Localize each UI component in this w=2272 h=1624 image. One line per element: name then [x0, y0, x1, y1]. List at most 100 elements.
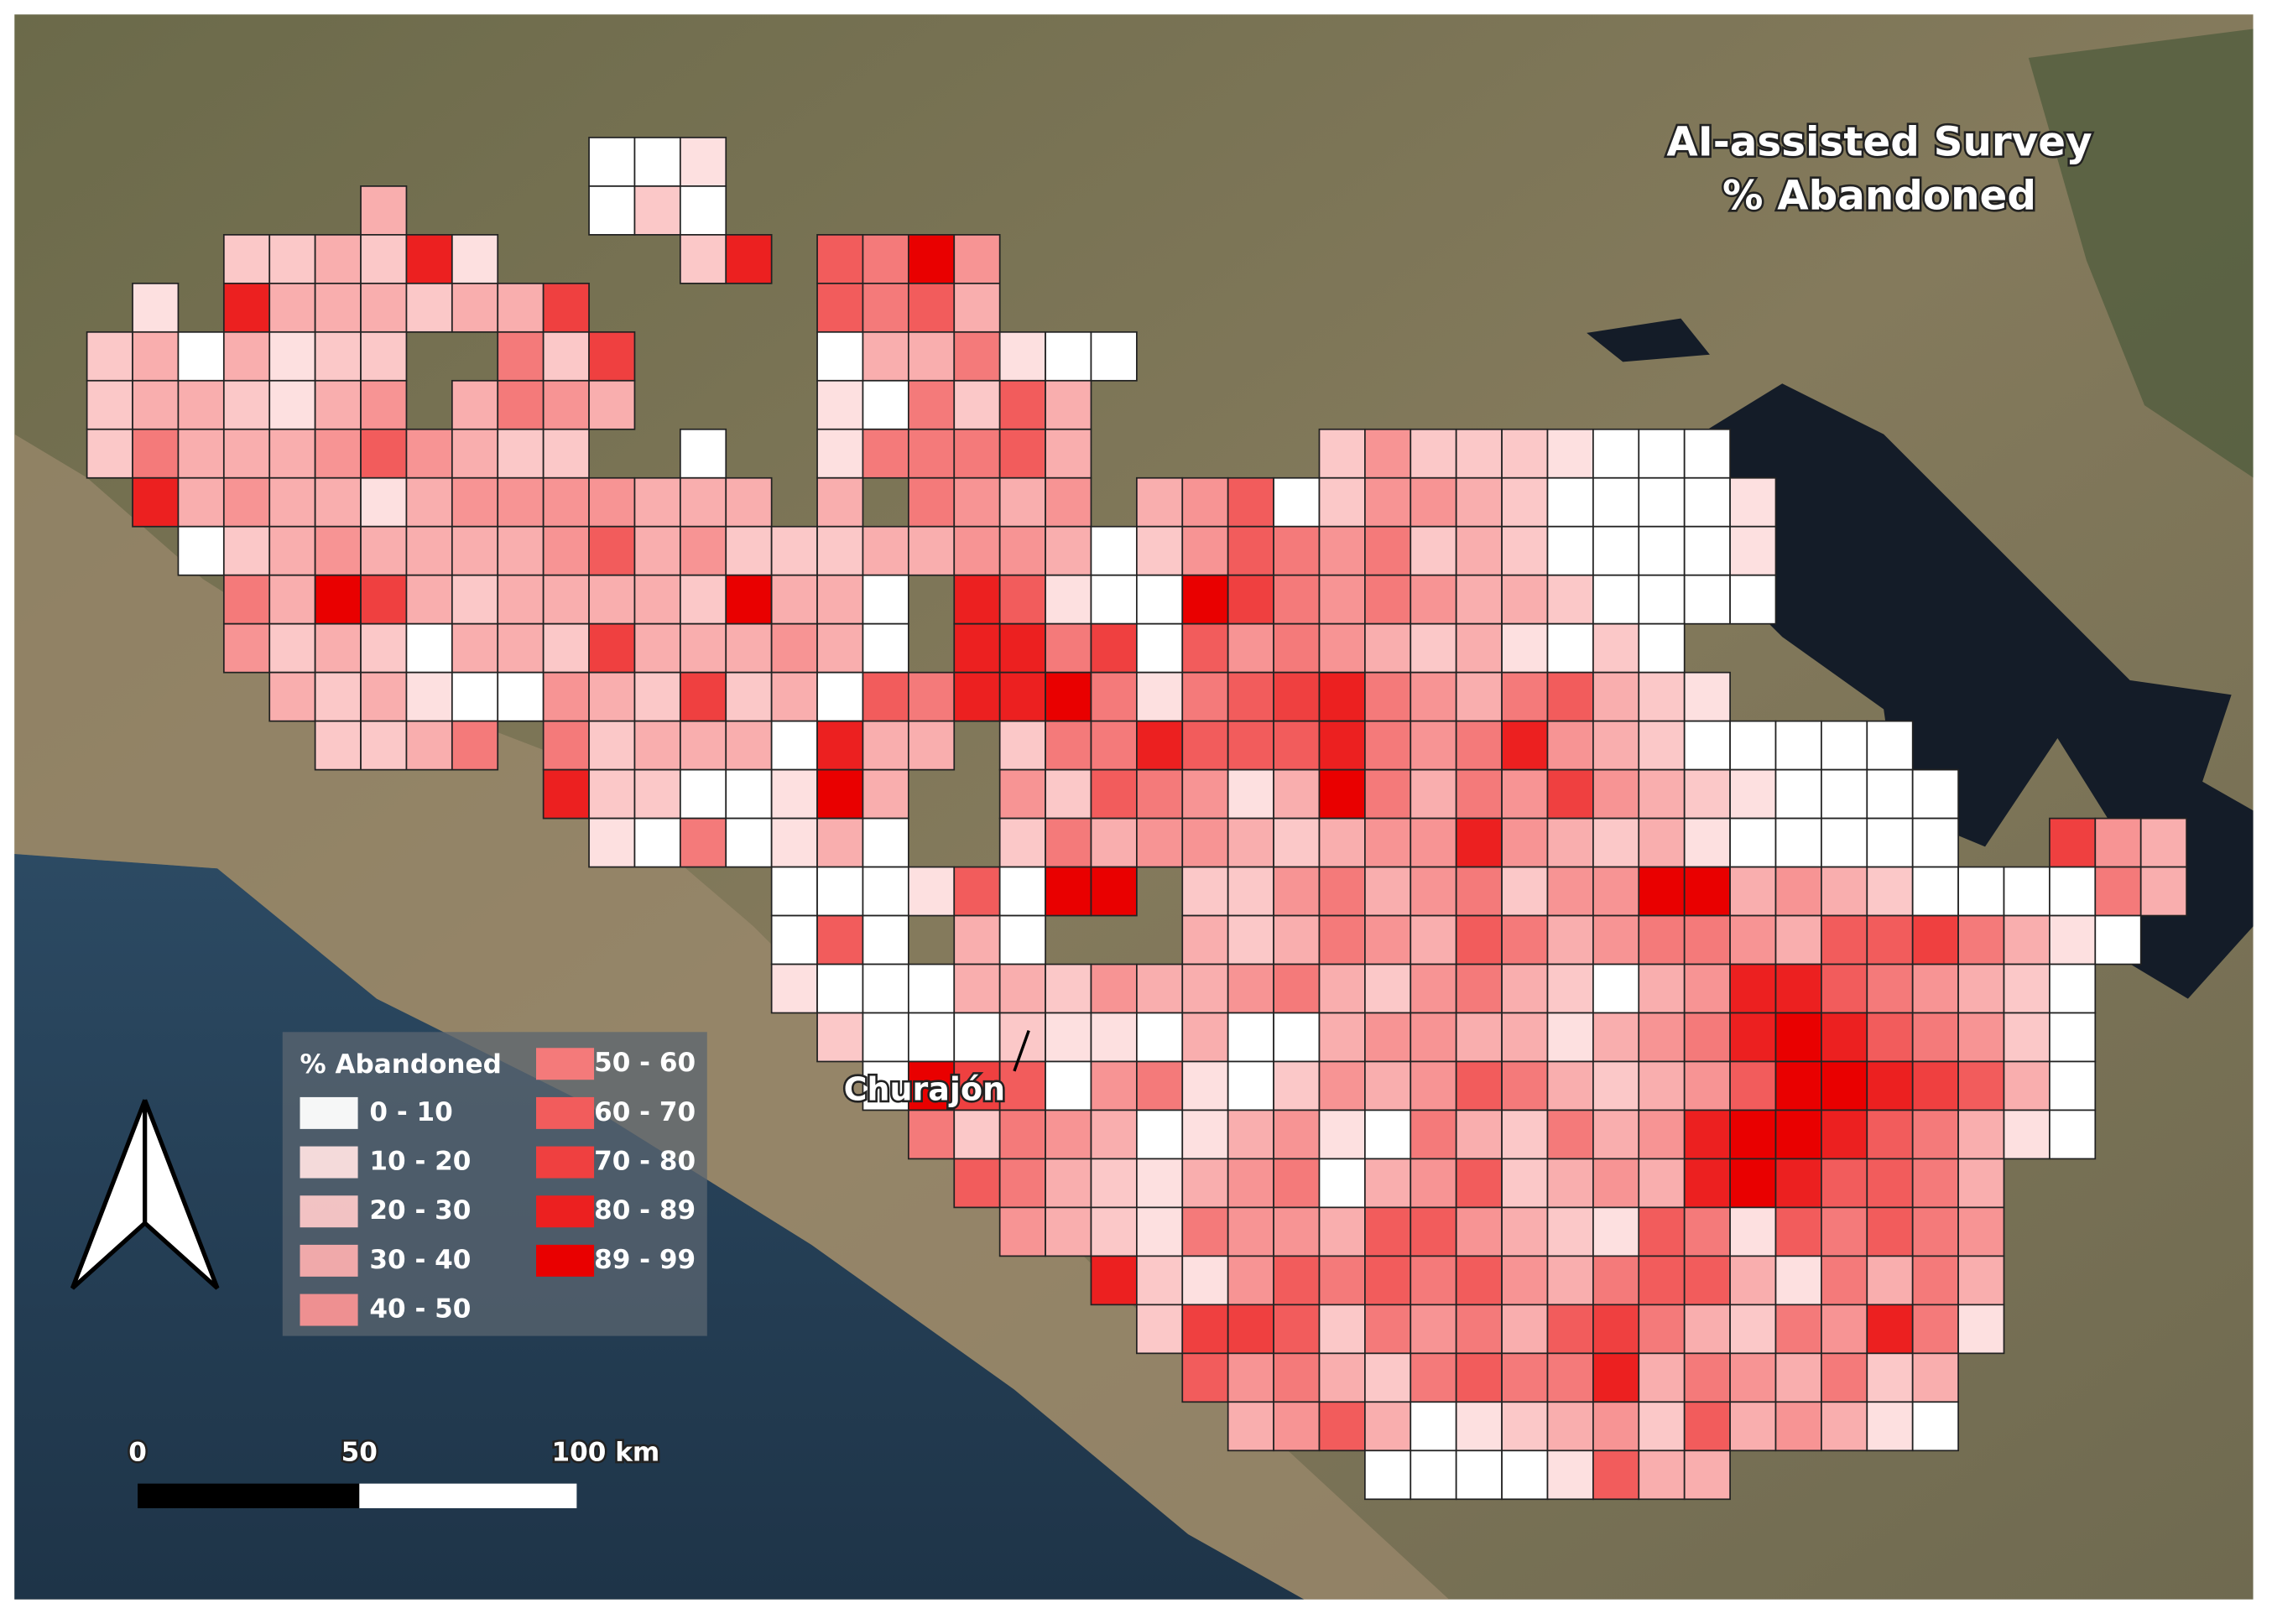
grid-cell [1729, 574, 1777, 625]
lake [1688, 383, 2254, 999]
grid-cell [1501, 1109, 1549, 1160]
legend-swatch [536, 1195, 595, 1228]
grid-cell [770, 866, 818, 917]
grid-cell [1090, 525, 1138, 576]
grid-cell [816, 622, 864, 674]
grid-cell [360, 671, 408, 722]
grid-cell [1774, 1255, 1822, 1306]
grid-cell [1318, 817, 1366, 868]
grid-cell [1455, 720, 1503, 771]
grid-cell [1501, 1206, 1549, 1257]
grid-cell [1273, 1012, 1321, 1063]
grid-cell [451, 428, 499, 479]
grid-cell [1501, 622, 1549, 674]
grid-cell [1729, 914, 1777, 966]
grid-cell [1729, 963, 1777, 1014]
grid-cell [725, 671, 773, 722]
grid-cell [998, 331, 1046, 382]
grid-cell [1410, 428, 1457, 479]
lake [1587, 318, 1710, 362]
grid-cell [1136, 1206, 1184, 1257]
grid-cell [1546, 525, 1594, 576]
grid-cell [1455, 1012, 1503, 1063]
grid-cell [862, 622, 909, 674]
grid-cell [1592, 1158, 1640, 1209]
grid-cell [1729, 1304, 1777, 1355]
grid-cell [1455, 1255, 1503, 1306]
grid-cell [132, 476, 180, 528]
grid-cell [1364, 1450, 1412, 1501]
scale-label: 50 [341, 1437, 378, 1467]
grid-cell [2003, 866, 2051, 917]
grid-cell [360, 282, 408, 333]
grid-cell [1090, 866, 1138, 917]
grid-cell [816, 428, 864, 479]
grid-cell [633, 185, 681, 236]
grid-cell [1273, 963, 1321, 1014]
grid-cell [1410, 1109, 1457, 1160]
grid-cell [1045, 720, 1092, 771]
grid-cell [1774, 914, 1822, 966]
grid-cell [360, 574, 408, 625]
grid-cell [1866, 768, 1914, 820]
grid-cell [1729, 817, 1777, 868]
grid-cell [998, 1206, 1046, 1257]
grid-cell [2003, 1012, 2051, 1063]
grid-cell [1638, 476, 1686, 528]
grid-cell [1911, 963, 1959, 1014]
grid-cell [1546, 1304, 1594, 1355]
grid-cell [268, 671, 316, 722]
map-subtitle: % Abandoned [1722, 172, 2036, 219]
grid-cell [1821, 866, 1868, 917]
grid [86, 137, 2187, 1501]
grid-cell [1181, 1255, 1229, 1306]
grid-cell [1546, 866, 1594, 917]
grid-cell [1729, 1352, 1777, 1403]
grid-cell [1501, 963, 1549, 1014]
grid-cell [1911, 1012, 1959, 1063]
forest [2028, 29, 2254, 478]
grid-cell [1821, 1109, 1868, 1160]
grid-cell [1227, 720, 1274, 771]
grid-cell [542, 720, 590, 771]
grid-cell [1136, 476, 1184, 528]
grid-cell [1638, 525, 1686, 576]
grid-cell [222, 331, 271, 382]
grid-cell [497, 525, 545, 576]
grid-cell [1729, 1060, 1777, 1111]
grid-cell [1181, 1352, 1229, 1403]
grid-cell [1774, 963, 1822, 1014]
grid-cell [1821, 817, 1868, 868]
grid-cell [588, 379, 636, 430]
grid-cell [1638, 1401, 1686, 1452]
grid-cell [1729, 476, 1777, 528]
grid-cell [998, 1060, 1046, 1111]
grid-cell [1683, 1304, 1731, 1355]
grid-cell [725, 817, 773, 868]
grid-cell [679, 768, 727, 820]
grid-cell [588, 185, 636, 236]
grid-cell [862, 1060, 909, 1111]
grid-cell [953, 331, 1001, 382]
grid-cell [542, 379, 590, 430]
grid-cell [1638, 574, 1686, 625]
grid-cell [1136, 574, 1184, 625]
grid-cell [1957, 1060, 2005, 1111]
grid-cell [1683, 963, 1731, 1014]
grid-cell [268, 331, 316, 382]
grid-cell [1729, 1012, 1777, 1063]
grid-cell [1410, 817, 1457, 868]
grid-cell [770, 671, 818, 722]
grid-cell [542, 331, 590, 382]
grid-cell [268, 476, 316, 528]
grid-cell [1957, 1158, 2005, 1209]
grid-cell [405, 720, 453, 771]
grid-cell [2049, 914, 2097, 966]
grid-cell [2139, 817, 2187, 868]
grid-cell [2094, 914, 2142, 966]
grid-cell [633, 622, 681, 674]
grid-cell [1774, 1109, 1822, 1160]
scale-label: 0 [128, 1437, 147, 1467]
legend-swatch [300, 1195, 358, 1228]
grid-cell [1410, 525, 1457, 576]
